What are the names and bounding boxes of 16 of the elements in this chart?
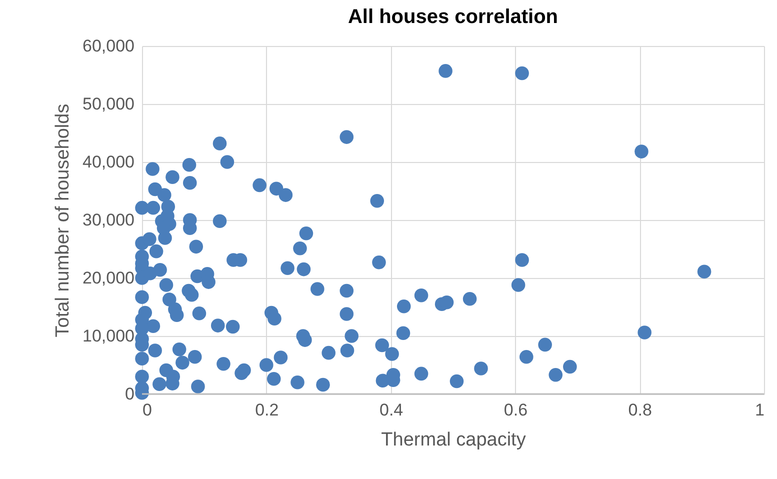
x-tick-label: 0.8 xyxy=(628,400,652,420)
x-tick-label: 0.4 xyxy=(379,400,404,420)
x-tick-label: 0 xyxy=(142,400,152,420)
y-axis-title: Total number of households xyxy=(52,104,74,338)
x-tick-label: 1 xyxy=(755,400,764,420)
y-tick-label: 30,000 xyxy=(82,210,134,230)
x-tick-label: 0.6 xyxy=(504,400,528,420)
y-tick-label: 0 xyxy=(125,384,134,404)
chart-title: All houses correlation xyxy=(348,6,558,28)
y-tick-label: 60,000 xyxy=(82,36,134,56)
y-tick-label: 10,000 xyxy=(82,326,134,346)
y-tick-label: 40,000 xyxy=(82,152,134,172)
y-tick-label: 20,000 xyxy=(82,268,134,288)
x-axis-title: Thermal capacity xyxy=(381,430,526,450)
y-tick-label: 50,000 xyxy=(82,94,134,114)
x-tick-label: 0.2 xyxy=(255,400,279,420)
